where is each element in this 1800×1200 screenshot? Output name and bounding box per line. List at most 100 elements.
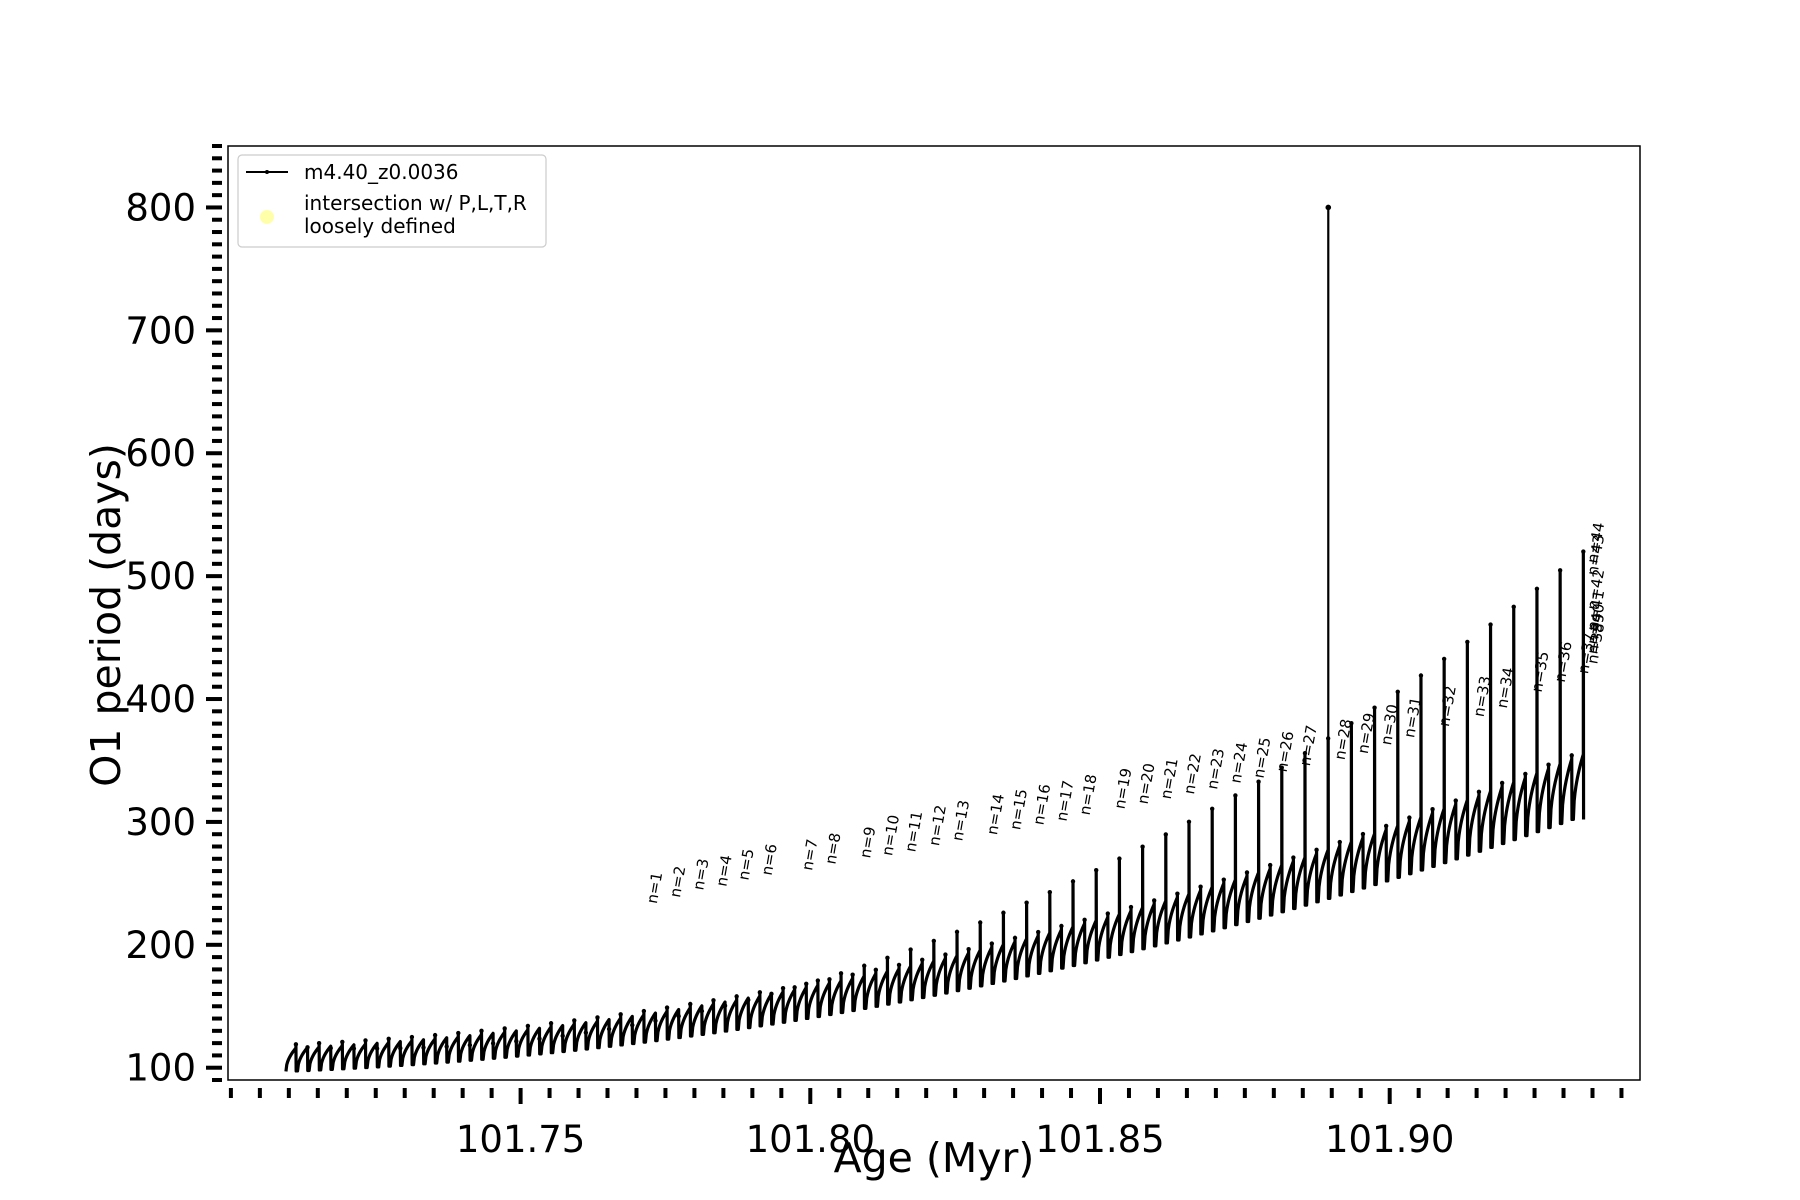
data-point xyxy=(1465,639,1470,645)
data-point xyxy=(1430,806,1435,812)
y-axis-label: O1 period (days) xyxy=(82,443,130,787)
data-point xyxy=(1314,847,1319,853)
data-point xyxy=(1117,856,1122,861)
data-point xyxy=(1070,879,1076,884)
data-point xyxy=(1024,900,1029,905)
data-point xyxy=(1337,839,1342,845)
y-tick-label: 100 xyxy=(125,1047,196,1090)
data-point xyxy=(664,1005,670,1010)
y-tick-label: 400 xyxy=(125,678,196,721)
data-point xyxy=(618,1012,623,1017)
data-point xyxy=(1581,549,1586,554)
data-point xyxy=(804,981,809,986)
data-point xyxy=(525,1023,531,1029)
data-point xyxy=(398,1046,403,1051)
data-point xyxy=(978,920,983,925)
y-tick-label: 600 xyxy=(125,432,196,475)
data-point xyxy=(502,1026,507,1031)
data-point xyxy=(316,1041,322,1046)
data-point xyxy=(757,990,763,995)
data-point xyxy=(920,957,925,962)
data-point xyxy=(1047,890,1053,895)
y-tick-label: 200 xyxy=(125,924,196,967)
legend-entry-label: intersection w/ P,L,T,R xyxy=(304,191,527,215)
data-point xyxy=(1163,832,1168,837)
plot-area xyxy=(227,145,1641,1081)
data-point xyxy=(363,1038,368,1043)
data-point xyxy=(1001,910,1006,915)
legend-dot-swatch xyxy=(265,170,269,174)
data-point xyxy=(1059,923,1064,929)
data-point xyxy=(1407,815,1412,820)
legend-entry-label: loosely defined xyxy=(304,214,456,238)
data-point xyxy=(409,1034,415,1040)
data-point xyxy=(1221,877,1226,882)
x-tick-label: 101.90 xyxy=(1325,1118,1454,1161)
data-point xyxy=(827,977,832,982)
cycle-annotation: n=7 xyxy=(798,838,821,872)
cycle-annotation: n=8 xyxy=(821,831,844,865)
x-axis: 101.75 101.80 101.85 101.90 xyxy=(228,1088,1624,1161)
data-point xyxy=(688,1001,693,1007)
x-tick-label: 101.85 xyxy=(1035,1118,1164,1161)
data-point xyxy=(1198,884,1203,889)
data-point xyxy=(1128,904,1134,910)
data-point xyxy=(490,1041,496,1046)
data-point xyxy=(1418,673,1424,678)
data-point xyxy=(1036,929,1041,935)
data-point xyxy=(1105,911,1111,916)
data-point xyxy=(1349,721,1354,726)
data-point xyxy=(1523,771,1528,777)
data-point xyxy=(1012,935,1018,941)
cycle-annotation: n=9 xyxy=(856,825,879,859)
data-point xyxy=(1279,765,1284,770)
data-point xyxy=(711,998,716,1003)
data-point xyxy=(479,1028,484,1034)
data-point xyxy=(966,946,971,952)
data-point xyxy=(1383,823,1389,829)
data-point xyxy=(676,1013,681,1019)
data-point xyxy=(769,991,774,997)
legend-frame xyxy=(237,154,547,248)
data-point xyxy=(548,1021,554,1026)
cycle-annotation: n=4 xyxy=(712,853,735,887)
data-point xyxy=(1395,689,1400,694)
data-point xyxy=(931,938,937,944)
data-point xyxy=(792,985,797,990)
data-point xyxy=(896,962,902,968)
data-point xyxy=(989,941,995,946)
data-point xyxy=(850,972,855,977)
data-point xyxy=(1233,793,1238,798)
series-line xyxy=(284,549,1586,1073)
data-point xyxy=(873,967,879,973)
data-point xyxy=(1534,586,1540,591)
data-point xyxy=(293,1042,299,1047)
y-tick-label: 800 xyxy=(125,186,196,229)
data-point xyxy=(1267,862,1273,868)
cycle-annotation: n=3 xyxy=(689,857,712,891)
data-point xyxy=(1453,798,1458,803)
x-axis-label: Age (Myr) xyxy=(834,1134,1035,1182)
data-point xyxy=(374,1046,380,1051)
data-point xyxy=(328,1045,333,1051)
outlier-point xyxy=(1325,204,1332,211)
data-point xyxy=(1186,819,1192,825)
data-point xyxy=(1175,891,1180,896)
data-point xyxy=(1546,762,1551,767)
data-point xyxy=(1557,568,1563,573)
y-tick-label: 500 xyxy=(125,555,196,598)
data-point xyxy=(1372,705,1377,710)
y-tick-label: 300 xyxy=(125,801,196,844)
data-point xyxy=(722,1003,728,1008)
data-point xyxy=(630,1022,635,1028)
y-axis: 100 200 300 400 500 600 700 800 xyxy=(125,144,222,1090)
data-point xyxy=(1209,806,1215,812)
data-point xyxy=(1511,604,1516,610)
data-point xyxy=(595,1015,600,1020)
data-point xyxy=(340,1039,345,1045)
x-tick-label: 101.80 xyxy=(746,1118,875,1161)
x-tick-label: 101.75 xyxy=(456,1118,585,1161)
data-point xyxy=(641,1008,647,1014)
data-point xyxy=(1476,789,1482,795)
